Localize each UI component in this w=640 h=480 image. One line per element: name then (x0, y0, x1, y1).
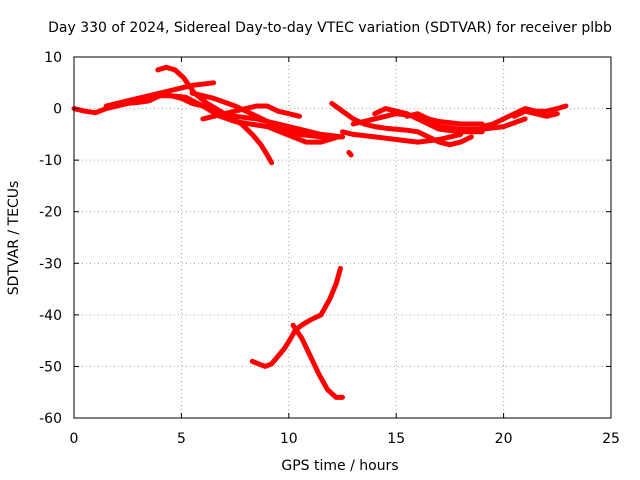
y-tick-label: -40 (39, 308, 62, 324)
x-tick-label: 10 (280, 431, 298, 447)
y-tick-label: -50 (39, 359, 62, 375)
series-trace-16 (511, 108, 560, 119)
x-tick-label: 25 (602, 431, 620, 447)
series-trace-7 (211, 111, 345, 140)
x-tick-label: 5 (177, 431, 186, 447)
series-layer (71, 64, 569, 400)
series-trace-17 (249, 265, 343, 369)
tick-layer: 0 5 10 15 20 25 10 0 -10 -20 -30 -40 -50 -60 (39, 50, 620, 447)
x-tick-label: 0 (70, 431, 79, 447)
chart-title: Day 330 of 2024, Sidereal Day-to-day VTE… (48, 20, 612, 36)
x-tick-label: 15 (387, 431, 405, 447)
y-tick-label: -60 (39, 411, 62, 427)
y-tick-label: 0 (53, 102, 62, 118)
y-tick-label: -10 (39, 153, 62, 169)
series-trace-8 (329, 100, 421, 135)
y-tick-label: 10 (44, 50, 62, 66)
series-trace-15 (479, 103, 569, 130)
series-trace-6 (200, 103, 302, 122)
x-axis-label: GPS time / hours (281, 458, 398, 474)
series-trace-14 (415, 129, 474, 148)
y-tick-label: -20 (39, 205, 62, 221)
series-trace-2 (103, 80, 217, 109)
series-trace-3 (155, 64, 275, 166)
series-trace-10 (346, 149, 354, 158)
y-tick-label: -30 (39, 256, 62, 272)
series-trace-12 (372, 106, 485, 135)
y-axis-label: SDTVAR / TECUs (6, 181, 22, 296)
series-trace-18 (290, 322, 345, 400)
series-trace-4 (168, 93, 341, 145)
x-tick-label: 20 (495, 431, 513, 447)
plot-frame (73, 56, 612, 419)
series-trace-13 (404, 111, 528, 132)
